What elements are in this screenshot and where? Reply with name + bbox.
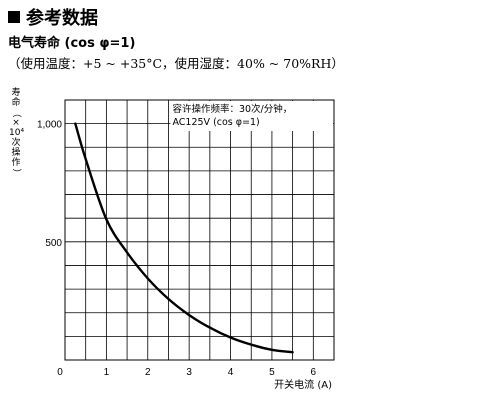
- y-label-char: 10⁴: [9, 128, 25, 138]
- annotation-box: [170, 101, 333, 131]
- usage-conditions: （使用温度：+5 ~ +35°C，使用湿度：40% ~ 70%RH）: [8, 56, 344, 71]
- series-line: [74, 122, 294, 354]
- y-label-char: 次: [11, 138, 21, 148]
- y-label-char: 命: [11, 98, 21, 108]
- annotation-line-1: 容许操作频率：30次/分钟，: [172, 103, 292, 115]
- y-axis-label: 寿 命 （ × 10⁴ 次 操 作 ）: [9, 88, 25, 178]
- chart-subtitle: 电气寿命 (cos φ=1): [8, 36, 136, 51]
- square-bullet-icon: [8, 11, 20, 23]
- y-tick-label: 1,000: [37, 120, 62, 131]
- y-label-char: ×: [12, 118, 20, 128]
- x-tick-label: 3: [186, 367, 192, 378]
- x-tick-label: 4: [228, 367, 234, 378]
- plot-frame: [64, 99, 335, 361]
- annotation-line-2: AC125V (cos φ=1): [172, 117, 259, 128]
- y-tick-labels: 500 1,000: [37, 120, 62, 249]
- y-tick-label: 500: [45, 238, 62, 249]
- x-tick-label: 1: [104, 367, 110, 378]
- section-title: 参考数据: [8, 4, 98, 30]
- x-tick-label: 2: [145, 367, 151, 378]
- x-tick-label: 6: [311, 367, 317, 378]
- x-tick-label: 5: [269, 367, 275, 378]
- x-axis-label: 开关电流 (A): [274, 378, 332, 391]
- y-label-char: 寿: [11, 88, 21, 98]
- x-tick-label: 0: [57, 367, 63, 378]
- y-label-char: 作: [11, 158, 21, 168]
- y-label-char: 操: [11, 148, 21, 158]
- section-title-text: 参考数据: [26, 8, 98, 29]
- x-tick-labels: 0 1 2 3 4 5 6: [57, 367, 316, 378]
